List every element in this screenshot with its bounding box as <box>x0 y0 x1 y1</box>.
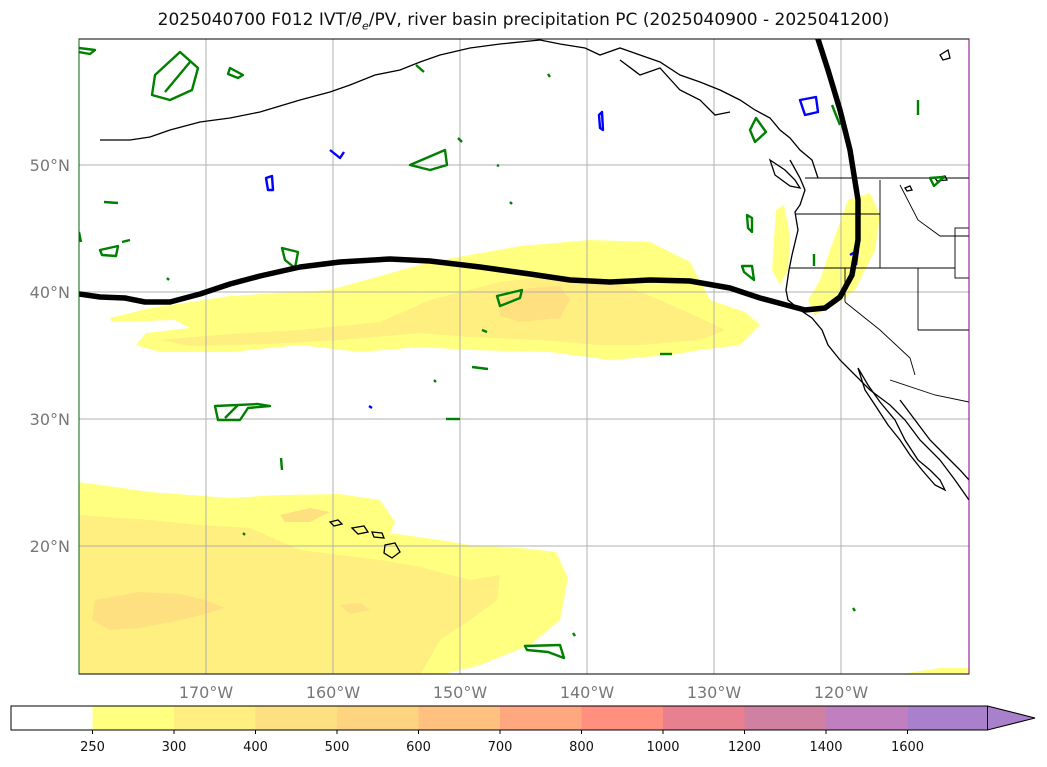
ivt-south-400 <box>92 592 225 630</box>
green-contours <box>79 46 946 660</box>
ivt-south-300 <box>79 515 500 674</box>
lon-label-170w: 170°W <box>179 683 234 702</box>
colorbar-tick-500: 500 <box>325 740 350 755</box>
coastlines <box>100 39 969 559</box>
colorbar-tick-600: 600 <box>406 740 431 755</box>
map-title: 2025040700 F012 IVT/θe/PV, river basin p… <box>157 10 890 33</box>
lat-label-50: 50°N <box>30 156 70 175</box>
colorbar-outline <box>10 705 988 731</box>
ivt-south-400c <box>340 603 370 614</box>
theta-e-contour <box>79 39 861 313</box>
colorbar-bin-10 <box>826 706 908 730</box>
colorbar-tick-1200: 1200 <box>728 740 761 755</box>
ivt-shading <box>79 193 969 674</box>
colorbar-bin-1 <box>92 706 174 730</box>
colorbar-bin-8 <box>663 706 745 730</box>
colorbar-tick-1400: 1400 <box>809 740 842 755</box>
colorbar-bin-0 <box>11 706 93 730</box>
ivt-band-300 <box>160 275 725 346</box>
ivt-south-400b <box>280 508 330 522</box>
colorbar-bin-4 <box>337 706 419 730</box>
colorbar-extend-arrow <box>987 705 1036 731</box>
ivt-coast-250b <box>808 193 880 315</box>
colorbar-bin-5 <box>418 706 500 730</box>
colorbar-bin-9 <box>744 706 826 730</box>
colorbar-bin-11 <box>907 706 988 730</box>
political-borders <box>790 177 969 403</box>
lat-label-40: 40°N <box>30 283 70 302</box>
colorbar-tick-700: 700 <box>488 740 513 755</box>
lon-label-130w: 130°W <box>687 683 742 702</box>
lon-label-140w: 140°W <box>560 683 615 702</box>
colorbar-tick-1000: 1000 <box>646 740 679 755</box>
ivt-band-400 <box>498 286 570 322</box>
colorbar-tick-400: 400 <box>243 740 268 755</box>
lon-label-150w: 150°W <box>433 683 488 702</box>
ivt-corner <box>900 668 969 674</box>
colorbar: 250 300 400 500 600 700 800 1000 1200 14… <box>10 705 1036 755</box>
colorbar-tick-300: 300 <box>162 740 187 755</box>
longitude-labels: 170°W 160°W 150°W 140°W 130°W 120°W <box>179 683 869 702</box>
lon-label-120w: 120°W <box>814 683 869 702</box>
lat-label-30: 30°N <box>30 410 70 429</box>
lat-label-20: 20°N <box>30 537 70 556</box>
colorbar-bin-7 <box>581 706 663 730</box>
colorbar-bin-2 <box>174 706 256 730</box>
latitude-labels: 50°N 40°N 30°N 20°N <box>30 156 70 556</box>
colorbar-tick-250: 250 <box>80 740 105 755</box>
colorbar-bin-3 <box>255 706 337 730</box>
lon-label-160w: 160°W <box>306 683 361 702</box>
ivt-coast-250 <box>772 205 790 285</box>
colorbar-tick-1600: 1600 <box>891 740 924 755</box>
colorbar-tick-800: 800 <box>569 740 594 755</box>
colorbar-bin-6 <box>500 706 582 730</box>
